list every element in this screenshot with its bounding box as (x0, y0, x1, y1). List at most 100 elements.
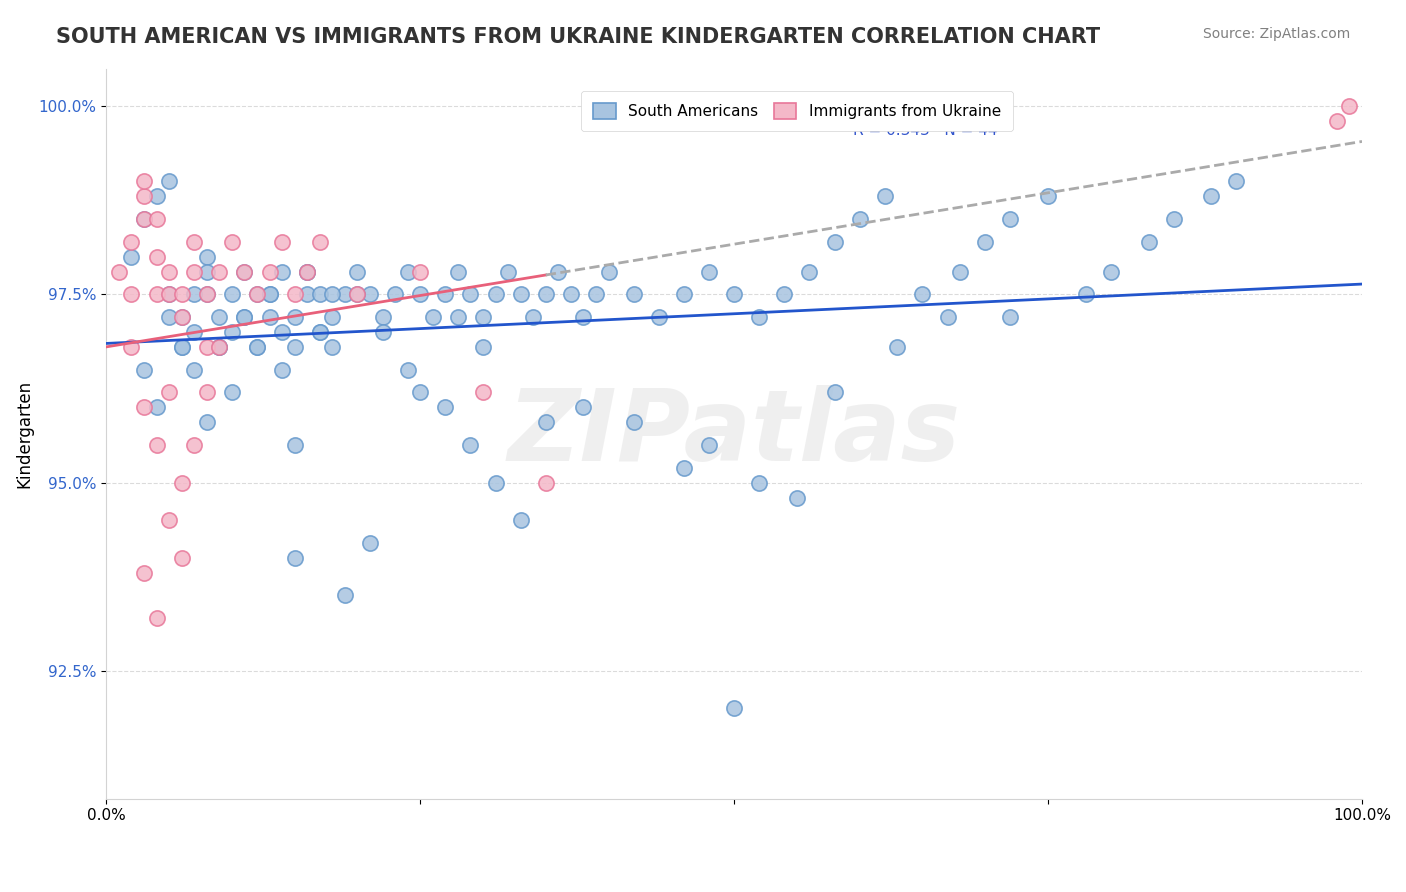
Point (748, 475, 770, 490)
Point (284, 310, 307, 324)
Point (145, 438, 167, 452)
Point (359, 287, 381, 301)
Point (295, 287, 318, 301)
Point (246, 340, 269, 354)
Point (333, 287, 356, 301)
Point (648, 310, 671, 324)
Point (132, 189, 155, 203)
Point (598, 265, 620, 279)
Point (1000, 212, 1022, 227)
Point (183, 235, 205, 249)
Point (1326, 114, 1348, 128)
Point (183, 325, 205, 339)
Point (623, 287, 645, 301)
Point (208, 310, 231, 324)
Point (434, 401, 457, 415)
Point (170, 340, 193, 354)
Point (472, 340, 495, 354)
Point (157, 265, 180, 279)
Point (346, 265, 368, 279)
Point (333, 589, 356, 603)
Point (170, 475, 193, 490)
Point (447, 265, 470, 279)
Point (170, 310, 193, 324)
Point (460, 287, 482, 301)
Point (697, 438, 720, 452)
Point (672, 460, 695, 475)
Point (221, 235, 243, 249)
Point (1225, 174, 1247, 188)
Point (396, 362, 419, 376)
Point (409, 287, 432, 301)
Point (221, 287, 243, 301)
Point (295, 265, 318, 279)
Text: R = 0.343   N = 44: R = 0.343 N = 44 (853, 123, 998, 138)
Point (183, 287, 205, 301)
Point (233, 265, 256, 279)
Text: R = 0.183   N = 117: R = 0.183 N = 117 (853, 93, 1008, 108)
Point (509, 287, 531, 301)
Point (560, 287, 582, 301)
Point (409, 385, 432, 400)
Point (284, 287, 307, 301)
Point (321, 310, 343, 324)
Point (911, 287, 934, 301)
Point (308, 325, 330, 339)
Point (271, 362, 294, 376)
Point (195, 287, 218, 301)
Point (170, 340, 193, 354)
Point (472, 385, 495, 400)
Point (157, 385, 180, 400)
Point (1163, 212, 1185, 227)
Point (434, 287, 457, 301)
Point (120, 235, 142, 249)
Point (195, 287, 218, 301)
Point (359, 536, 381, 550)
Point (886, 340, 908, 354)
Point (773, 287, 796, 301)
Point (145, 189, 167, 203)
Point (572, 310, 595, 324)
Point (120, 340, 142, 354)
Point (1201, 189, 1223, 203)
Point (1000, 310, 1022, 324)
Point (460, 438, 482, 452)
Point (271, 235, 294, 249)
Point (145, 287, 167, 301)
Y-axis label: Kindergarten: Kindergarten (15, 380, 32, 488)
Point (308, 325, 330, 339)
Point (1339, 99, 1361, 113)
Point (824, 385, 846, 400)
Point (157, 310, 180, 324)
Point (132, 212, 155, 227)
Point (949, 265, 972, 279)
Point (170, 550, 193, 565)
Point (748, 310, 770, 324)
Point (132, 212, 155, 227)
Point (246, 340, 269, 354)
Point (183, 362, 205, 376)
Point (284, 340, 307, 354)
Point (183, 438, 205, 452)
Point (422, 310, 444, 324)
Point (271, 325, 294, 339)
Point (208, 340, 231, 354)
Point (346, 287, 368, 301)
Point (799, 265, 821, 279)
Point (120, 250, 142, 264)
Point (572, 401, 595, 415)
Point (145, 401, 167, 415)
Point (132, 362, 155, 376)
Point (157, 174, 180, 188)
Point (108, 265, 131, 279)
Point (259, 287, 281, 301)
Point (472, 310, 495, 324)
Point (221, 325, 243, 339)
Point (484, 475, 506, 490)
Point (1036, 189, 1059, 203)
Point (132, 174, 155, 188)
Point (271, 265, 294, 279)
Point (132, 401, 155, 415)
Point (208, 340, 231, 354)
Point (170, 287, 193, 301)
